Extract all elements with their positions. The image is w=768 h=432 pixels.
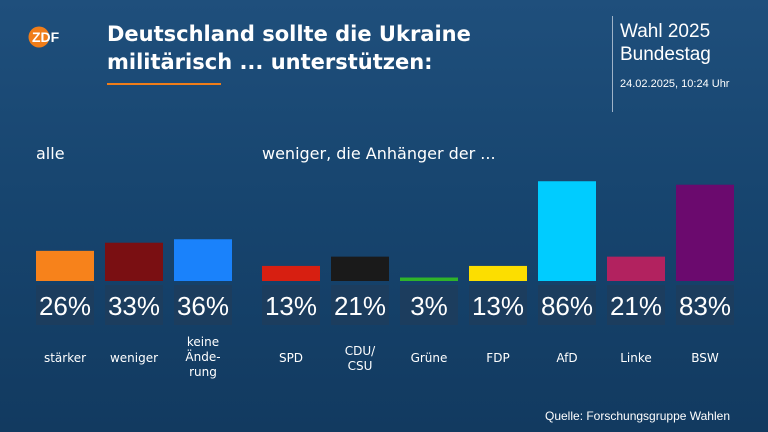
value-box-fdp <box>469 285 527 325</box>
value-label-bsw: 83% <box>679 291 731 321</box>
bar-fdp <box>469 265 527 281</box>
bar-keine-änderung <box>174 239 232 281</box>
value-label-fdp: 13% <box>472 291 524 321</box>
category-label-linke: Linke <box>620 351 652 365</box>
value-box-cdu-csu <box>331 285 389 325</box>
category-label-cdu-csu: CDU/CSU <box>345 344 376 373</box>
value-box-bsw <box>676 285 734 325</box>
source-note: Quelle: Forschungsgruppe Wahlen <box>545 409 730 423</box>
value-box-afd <box>538 285 596 325</box>
bar-grüne <box>400 277 458 281</box>
value-label-weniger: 33% <box>108 291 160 321</box>
value-label-stärker: 26% <box>39 291 91 321</box>
bar-afd <box>538 181 596 281</box>
bar-spd <box>262 265 320 281</box>
bar-stärker <box>36 250 94 281</box>
bar-weniger <box>105 242 163 281</box>
header-divider <box>612 16 613 112</box>
bar-bsw <box>676 184 734 281</box>
election-subtitle: Bundestag <box>620 44 711 65</box>
category-label-fdp: FDP <box>486 351 509 365</box>
value-label-afd: 86% <box>541 291 593 321</box>
category-label-spd: SPD <box>279 351 303 365</box>
value-label-linke: 21% <box>610 291 662 321</box>
group-label-supporters: weniger, die Anhänger der ... <box>262 144 496 163</box>
value-label-grüne: 3% <box>410 291 448 321</box>
value-label-keine-änderung: 36% <box>177 291 229 321</box>
election-title: Wahl 2025 <box>620 21 711 42</box>
value-box-linke <box>607 285 665 325</box>
category-label-keine-änderung: keine Ände-rung <box>185 335 220 379</box>
value-box-spd <box>262 285 320 325</box>
value-box-grüne <box>400 285 458 325</box>
chart-title-line2: militärisch ... unterstützen: <box>107 50 433 74</box>
value-label-spd: 13% <box>265 291 317 321</box>
value-box-weniger <box>105 285 163 325</box>
category-label-bsw: BSW <box>691 351 719 365</box>
logo-text: ZDF <box>32 29 60 45</box>
chart-title-line1: Deutschland sollte die Ukraine <box>107 22 471 46</box>
value-box-keine-änderung <box>174 285 232 325</box>
bar-linke <box>607 256 665 281</box>
title-underline <box>107 83 221 85</box>
zdf-logo: ZDF <box>28 26 60 48</box>
timestamp: 24.02.2025, 10:24 Uhr <box>620 78 730 90</box>
group-label-all: alle <box>36 144 65 163</box>
category-label-afd: AfD <box>556 351 577 365</box>
value-label-cdu-csu: 21% <box>334 291 386 321</box>
value-box-stärker <box>36 285 94 325</box>
category-label-weniger: weniger <box>110 351 158 365</box>
category-label-grüne: Grüne <box>411 351 448 365</box>
chart-title: Deutschland sollte die Ukraine militäris… <box>107 20 527 76</box>
category-label-stärker: stärker <box>44 351 86 365</box>
bar-cdu-csu <box>331 256 389 281</box>
